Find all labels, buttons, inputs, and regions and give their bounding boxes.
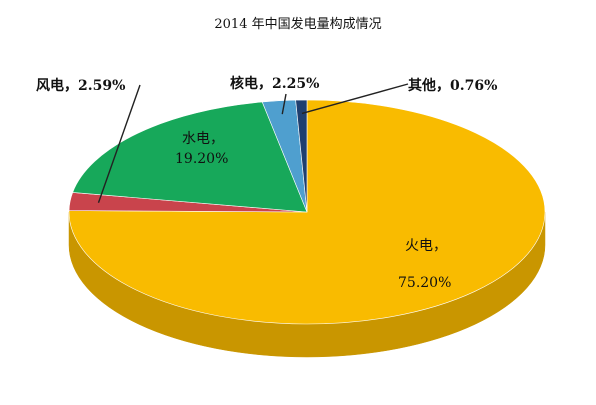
label-water-name: 水电， [182, 131, 224, 147]
pie-tops [68, 99, 546, 325]
pie-slice-other [295, 99, 308, 213]
chart-title: 2014 年中国发电量构成情况 [214, 16, 381, 32]
leader-line-nuclear [281, 93, 287, 115]
label-wind: 风电，2.59% [36, 77, 125, 94]
pie-slice-fire [68, 99, 546, 325]
leader-line-other [301, 83, 409, 115]
label-fire-value: 75.20% [398, 275, 451, 291]
label-water-value: 19.20% [175, 151, 228, 167]
leader-lines [97, 83, 409, 203]
label-other: 其他，0.76% [408, 77, 497, 94]
leader-line-wind [97, 84, 141, 203]
pie-slice-water [72, 101, 308, 213]
label-fire-name: 火电， [405, 238, 447, 254]
label-nuclear: 核电，2.25% [230, 75, 319, 92]
